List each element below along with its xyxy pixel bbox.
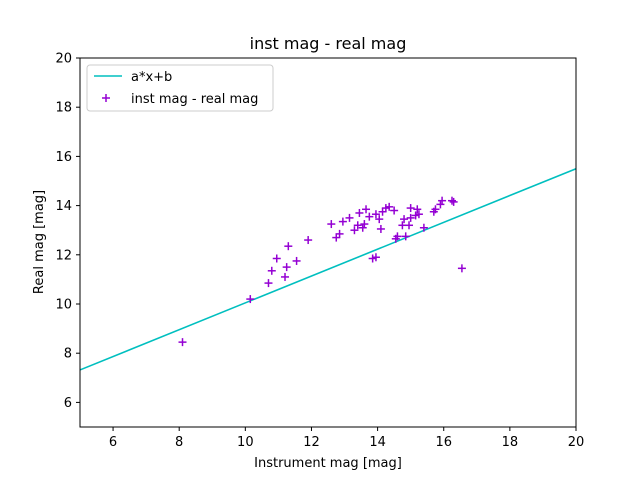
data-point xyxy=(350,226,359,235)
data-point xyxy=(284,242,293,251)
data-point xyxy=(413,205,422,214)
y-tick-label: 20 xyxy=(55,52,72,67)
data-point xyxy=(282,263,291,272)
y-axis: 6 8 10 12 14 16 18 20 xyxy=(55,52,80,411)
data-point xyxy=(406,213,415,222)
y-tick-label: 6 xyxy=(64,396,72,411)
plot-data xyxy=(80,167,576,371)
data-point xyxy=(376,224,385,233)
data-point xyxy=(436,200,445,209)
x-tick-label: 14 xyxy=(369,435,386,450)
x-tick-label: 20 xyxy=(568,435,585,450)
data-point xyxy=(264,279,273,288)
y-tick-label: 8 xyxy=(64,347,72,362)
data-point xyxy=(281,272,290,281)
data-point xyxy=(272,254,281,263)
data-point xyxy=(358,223,367,232)
data-point xyxy=(371,253,380,262)
x-tick-label: 16 xyxy=(435,435,452,450)
data-point xyxy=(246,295,255,304)
data-point xyxy=(419,223,428,232)
data-point xyxy=(406,204,415,213)
data-point xyxy=(178,338,187,347)
data-point xyxy=(393,232,402,241)
data-point xyxy=(449,197,458,206)
data-point xyxy=(335,229,344,238)
x-tick-label: 18 xyxy=(502,435,519,450)
data-point xyxy=(401,232,410,241)
data-point xyxy=(338,217,347,226)
chart-title: inst mag - real mag xyxy=(250,34,407,53)
y-tick-label: 14 xyxy=(55,199,72,214)
data-point xyxy=(390,206,399,215)
data-point xyxy=(438,196,447,205)
data-point xyxy=(385,202,394,211)
x-tick-label: 12 xyxy=(303,435,320,450)
data-point xyxy=(365,212,374,221)
y-tick-label: 16 xyxy=(55,150,72,165)
data-point xyxy=(360,220,369,229)
data-point xyxy=(353,221,362,230)
legend: a*x+b inst mag - real mag xyxy=(86,64,274,112)
data-point xyxy=(457,264,466,273)
data-point xyxy=(431,205,440,214)
legend-scatter-swatch xyxy=(102,94,110,102)
data-point xyxy=(267,266,276,275)
legend-line-label: a*x+b xyxy=(131,70,172,85)
x-tick-label: 8 xyxy=(175,435,183,450)
y-axis-label: Real mag [mag] xyxy=(32,190,47,294)
data-point xyxy=(375,215,384,224)
x-axis-label: Instrument mag [mag] xyxy=(254,456,402,471)
fit-line xyxy=(80,167,576,371)
plot-frame xyxy=(79,57,577,428)
legend-box xyxy=(86,64,274,112)
data-point xyxy=(292,256,301,265)
y-tick-label: 10 xyxy=(55,298,72,313)
data-point xyxy=(345,213,354,222)
data-point xyxy=(355,208,364,217)
x-axis: 6 8 10 12 14 16 18 20 xyxy=(109,427,584,450)
data-point xyxy=(371,210,380,219)
y-tick-label: 18 xyxy=(55,101,72,116)
legend-scatter-label: inst mag - real mag xyxy=(131,92,258,107)
data-point xyxy=(362,205,371,214)
x-tick-label: 10 xyxy=(237,435,254,450)
data-point xyxy=(448,196,456,205)
data-point xyxy=(327,220,336,229)
x-tick-label: 6 xyxy=(109,435,117,450)
data-point xyxy=(405,221,414,230)
data-point xyxy=(400,215,409,224)
y-tick-label: 12 xyxy=(55,248,72,263)
data-point xyxy=(304,236,313,245)
data-point xyxy=(414,210,423,219)
